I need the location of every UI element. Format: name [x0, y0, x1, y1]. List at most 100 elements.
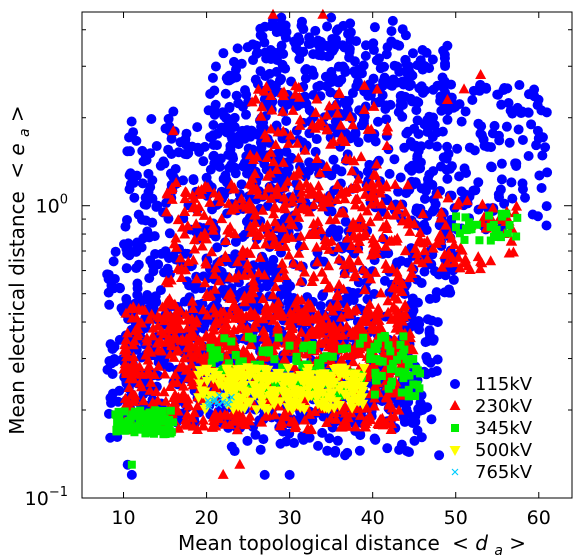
data-point: [176, 272, 188, 283]
data-point: [192, 122, 203, 133]
data-point: [371, 368, 380, 377]
data-point: [306, 324, 318, 335]
data-point: [157, 427, 166, 436]
data-point: [434, 234, 446, 245]
data-point: [148, 369, 160, 380]
data-point: [317, 388, 329, 399]
data-point: [208, 119, 219, 130]
data-point: [108, 256, 119, 267]
data-point: [249, 208, 261, 219]
data-point: [436, 261, 448, 272]
data-point: [321, 416, 333, 427]
data-point: [189, 234, 201, 245]
data-point: [230, 198, 242, 209]
data-point: [360, 50, 371, 61]
data-point: [341, 301, 353, 312]
data-point: [432, 354, 443, 365]
data-point: [507, 193, 518, 204]
data-point: [427, 54, 438, 65]
data-point: [225, 178, 237, 189]
data-point: [208, 139, 219, 150]
data-point: [267, 8, 279, 19]
data-point: [188, 192, 200, 203]
data-point: [129, 392, 141, 403]
data-point: [432, 188, 444, 199]
data-point: [132, 283, 143, 294]
data-point: [424, 139, 435, 150]
data-point: [321, 124, 333, 135]
data-point: [386, 36, 397, 47]
data-point: [318, 401, 330, 412]
data-point: [270, 355, 279, 364]
data-point: [220, 334, 229, 343]
data-point: [236, 179, 247, 190]
data-point: [414, 83, 425, 94]
data-point: [190, 317, 202, 328]
data-point: [409, 123, 420, 134]
data-point: [259, 123, 270, 134]
data-point: [298, 202, 310, 213]
data-point: [370, 390, 379, 399]
data-point: [413, 315, 424, 326]
data-point: [133, 424, 142, 433]
data-point: [456, 116, 467, 127]
data-point: [219, 392, 231, 403]
data-point: [143, 360, 155, 371]
data-point: [460, 235, 469, 244]
data-point: [257, 313, 269, 324]
data-point: [215, 353, 224, 362]
data-point: [195, 340, 207, 351]
data-point: [427, 367, 438, 378]
data-point: [331, 25, 342, 36]
data-point: [179, 296, 190, 307]
data-point: [319, 234, 331, 245]
data-point: [448, 239, 460, 250]
data-point: [249, 239, 261, 250]
x-axis-label-text: Mean topological distance: [178, 531, 440, 555]
data-point: [170, 321, 182, 332]
data-point: [274, 333, 283, 342]
data-point: [148, 409, 157, 418]
data-point: [121, 327, 133, 338]
data-point: [270, 139, 282, 150]
data-point: [401, 446, 412, 457]
data-point: [287, 104, 299, 115]
data-point: [295, 230, 307, 241]
x-tick-label: 40: [361, 507, 385, 529]
data-point: [102, 269, 113, 280]
data-point: [331, 288, 343, 299]
data-point: [412, 425, 423, 436]
data-point: [233, 322, 245, 333]
data-point: [375, 287, 387, 298]
data-point: [263, 230, 275, 241]
data-point: [354, 409, 366, 420]
data-point: [104, 356, 115, 367]
data-point: [366, 355, 375, 364]
data-point: [397, 388, 406, 397]
data-point: [140, 410, 149, 419]
data-point: [355, 316, 367, 327]
data-point: [127, 373, 139, 384]
data-point: [286, 398, 298, 409]
data-point: [210, 262, 222, 273]
data-point: [259, 469, 270, 480]
data-point: [414, 226, 426, 237]
data-point: [310, 146, 321, 157]
data-point: [350, 128, 361, 139]
data-point: [195, 230, 207, 241]
data-point: [347, 88, 358, 99]
data-point: [411, 248, 423, 259]
data-point: [261, 301, 273, 312]
data-point: [389, 282, 401, 293]
data-point: [325, 87, 336, 98]
data-point: [492, 225, 501, 234]
data-point: [193, 393, 205, 404]
data-point: [409, 380, 418, 389]
data-point: [282, 331, 294, 342]
data-point: [391, 317, 403, 328]
data-point: [261, 53, 272, 64]
data-point: [404, 163, 415, 174]
data-point: [266, 104, 278, 115]
data-point: [132, 411, 141, 420]
data-point: [292, 152, 304, 163]
